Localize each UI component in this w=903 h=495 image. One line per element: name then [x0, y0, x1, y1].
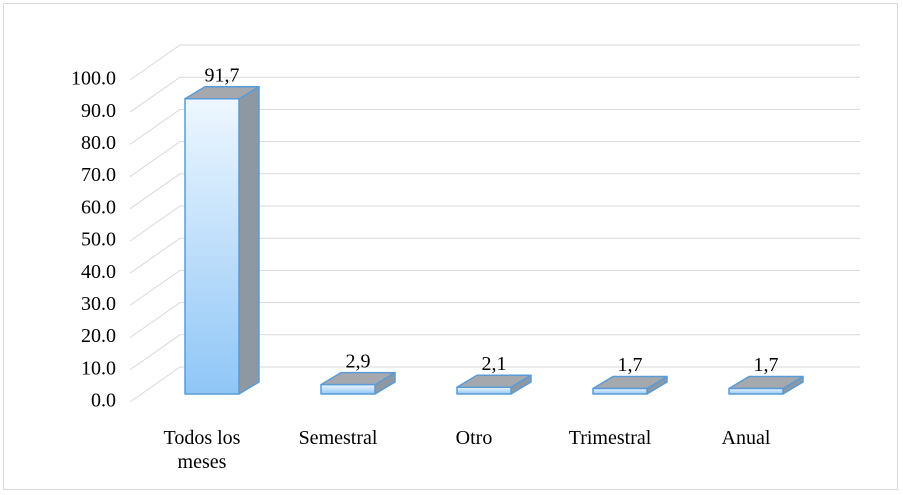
value-label: 91,7 — [205, 64, 240, 86]
y-tick-label: 10.0 — [81, 357, 116, 379]
bar — [320, 371, 396, 395]
x-tick-label: Semestral — [298, 427, 378, 449]
grid-line — [129, 334, 860, 371]
bar-front — [184, 97, 240, 395]
bar-side — [238, 85, 260, 395]
y-tick-label: 30.0 — [81, 293, 116, 315]
y-tick-label: 60.0 — [81, 196, 116, 218]
value-label: 1,7 — [618, 354, 643, 376]
grid-line — [129, 269, 860, 306]
value-label: 2,9 — [346, 350, 371, 372]
grid-line — [129, 302, 860, 339]
grid-line — [129, 237, 860, 274]
grid-line — [129, 76, 860, 113]
y-tick-label: 70.0 — [81, 164, 116, 186]
y-tick-label: 100.0 — [71, 68, 116, 90]
bar — [456, 374, 532, 395]
value-label: 2,1 — [482, 353, 507, 375]
y-tick-label: 20.0 — [81, 325, 116, 347]
bar-front — [592, 387, 648, 395]
y-tick-label: 90.0 — [81, 100, 116, 122]
x-tick-label: Todos los meses — [163, 427, 241, 473]
y-tick-label: 80.0 — [81, 132, 116, 154]
bar-front — [456, 386, 512, 395]
grid-line — [129, 108, 860, 145]
grid-line — [129, 205, 860, 242]
value-label: 1,7 — [754, 354, 779, 376]
y-tick-label: 50.0 — [81, 229, 116, 251]
y-tick-label: 0.0 — [91, 390, 116, 412]
bar-front — [320, 383, 376, 395]
bar-front — [728, 387, 784, 395]
bar — [592, 375, 668, 395]
y-tick-label: 40.0 — [81, 261, 116, 283]
x-tick-label: Otro — [455, 427, 493, 449]
bar — [728, 375, 804, 395]
grid-line — [129, 366, 860, 403]
grid-line — [129, 173, 860, 210]
x-tick-label: Trimestral — [568, 427, 652, 449]
x-tick-label: Anual — [721, 427, 771, 449]
bar — [184, 85, 260, 395]
grid-line — [129, 44, 860, 81]
grid-line — [129, 141, 860, 178]
chart-frame — [3, 3, 898, 490]
